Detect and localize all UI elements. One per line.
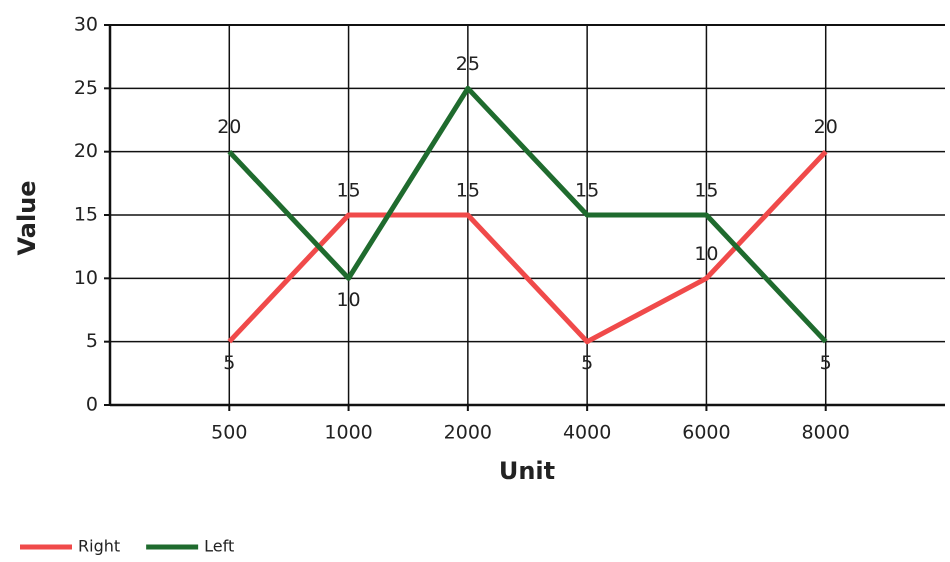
data-label: 20 bbox=[217, 116, 241, 138]
y-tick-label: 10 bbox=[74, 267, 98, 289]
y-tick-label: 20 bbox=[74, 140, 98, 162]
x-tick-label: 6000 bbox=[682, 422, 730, 444]
y-axis-title: Value bbox=[13, 180, 41, 255]
x-tick-label: 500 bbox=[211, 422, 247, 444]
data-label: 15 bbox=[694, 180, 718, 202]
legend-label: Left bbox=[204, 537, 234, 556]
data-label: 25 bbox=[456, 53, 480, 75]
x-axis-title: Unit bbox=[499, 457, 555, 485]
data-label: 10 bbox=[336, 289, 360, 311]
x-tick-label: 4000 bbox=[563, 422, 611, 444]
data-label: 20 bbox=[814, 116, 838, 138]
data-label: 15 bbox=[336, 180, 360, 202]
x-tick-label: 8000 bbox=[802, 422, 850, 444]
y-tick-label: 0 bbox=[86, 394, 98, 416]
data-label: 15 bbox=[575, 180, 599, 202]
legend-label: Right bbox=[78, 537, 120, 556]
data-label: 5 bbox=[820, 352, 832, 374]
y-tick-label: 25 bbox=[74, 77, 98, 99]
data-label: 10 bbox=[694, 243, 718, 265]
data-label: 5 bbox=[223, 352, 235, 374]
data-label: 15 bbox=[456, 180, 480, 202]
line-series bbox=[227, 85, 828, 344]
line-series bbox=[227, 149, 828, 345]
data-label: 5 bbox=[581, 352, 593, 374]
y-tick-label: 30 bbox=[74, 14, 98, 36]
y-tick-label: 5 bbox=[86, 330, 98, 352]
x-tick-label: 1000 bbox=[324, 422, 372, 444]
x-tick-label: 2000 bbox=[444, 422, 492, 444]
y-tick-label: 15 bbox=[74, 204, 98, 226]
